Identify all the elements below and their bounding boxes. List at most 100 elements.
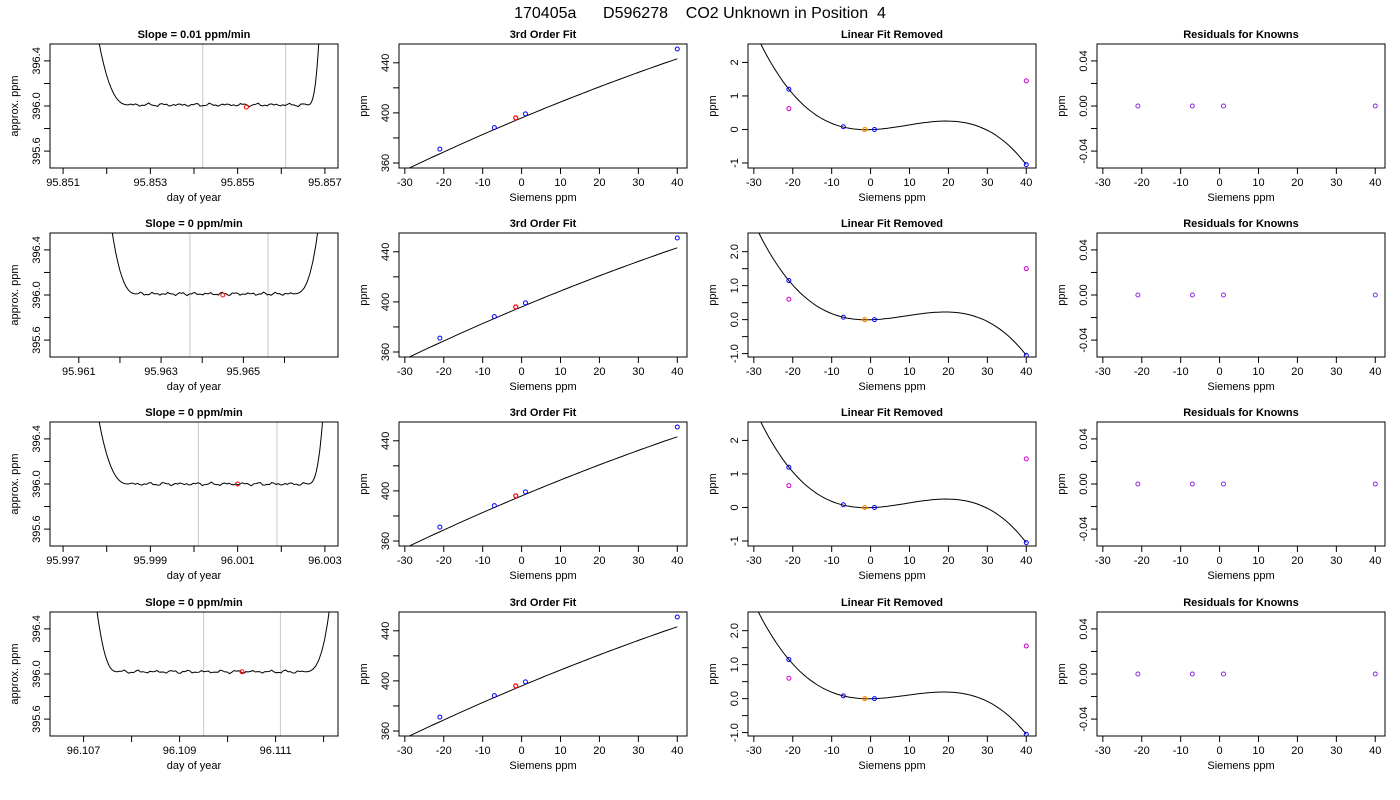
y-tick-label: -1.0 — [729, 723, 741, 742]
x-tick-label: 96.001 — [221, 555, 255, 567]
unknown-point — [513, 115, 519, 121]
y-axis-label: ppm — [1056, 284, 1068, 305]
x-tick-label: 10 — [554, 177, 566, 189]
plot-area — [408, 614, 680, 736]
x-tick-label: 20 — [942, 555, 954, 567]
panel-title: Linear Fit Removed — [841, 218, 943, 230]
x-tick-label: 95.961 — [62, 366, 96, 378]
known-point — [840, 502, 846, 508]
plot-panel: 3rd Order Fit -30 -20 -10 0 10 20 30 40 360 400 440… — [358, 407, 688, 582]
linear-residual-point — [786, 675, 792, 681]
x-axis-label: Siemens ppm — [858, 760, 925, 772]
panel-title: Slope = 0 ppm/min — [145, 597, 243, 609]
x-tick-label: 10 — [903, 366, 915, 378]
y-tick-label: 1 — [729, 471, 741, 477]
x-tick-label: 40 — [1369, 177, 1381, 189]
known-point — [674, 614, 680, 620]
y-tick-label: 2.0 — [729, 623, 741, 638]
x-tick-label: 96.109 — [163, 745, 197, 757]
known-point — [1135, 103, 1141, 109]
known-point — [437, 524, 443, 530]
known-point — [1135, 481, 1141, 487]
x-tick-label: 95.997 — [46, 555, 80, 567]
x-tick-label: 30 — [632, 366, 644, 378]
linear-residual-point — [1023, 456, 1029, 462]
y-tick-label: 395.6 — [31, 326, 43, 354]
y-axis-label: ppm — [358, 473, 370, 494]
panel-title: 3rd Order Fit — [510, 407, 577, 419]
y-tick-label: 1.0 — [729, 657, 741, 672]
x-tick-label: 30 — [981, 745, 993, 757]
x-tick-label: 10 — [903, 745, 915, 757]
x-tick-label: 10 — [1252, 745, 1264, 757]
y-tick-label: 0 — [729, 126, 741, 132]
y-tick-label: 400 — [380, 104, 392, 122]
known-point — [491, 314, 497, 320]
unknown-point — [862, 504, 868, 511]
x-tick-label: 30 — [1330, 177, 1342, 189]
y-tick-label: 0.04 — [1078, 239, 1090, 260]
x-tick-label: 0 — [1217, 555, 1223, 567]
x-tick-label: 40 — [1369, 555, 1381, 567]
unknown-point — [513, 493, 519, 499]
plot-area — [1135, 103, 1378, 109]
known-point — [1220, 671, 1226, 677]
y-tick-label: 396.0 — [31, 660, 43, 688]
x-tick-label: 0 — [519, 177, 525, 189]
x-tick-label: 95.853 — [134, 177, 168, 189]
panel-title: Residuals for Knowns — [1183, 29, 1299, 41]
x-tick-label: 30 — [981, 555, 993, 567]
x-tick-label: 40 — [671, 177, 683, 189]
known-point — [491, 125, 497, 131]
y-tick-label: 2 — [729, 437, 741, 443]
known-point — [840, 314, 846, 320]
plot-panel: 3rd Order Fit -30 -20 -10 0 10 20 30 40 360 400 440… — [358, 218, 688, 393]
y-tick-label: 400 — [380, 293, 392, 311]
x-tick-label: -20 — [436, 366, 452, 378]
linear-residual-point — [786, 483, 792, 489]
y-tick-label: 360 — [380, 343, 392, 361]
plot-panel: Linear Fit Removed -30 -20 -10 0 10 20 30 40 -1.0… — [707, 597, 1037, 772]
known-point — [840, 124, 846, 130]
known-point — [786, 657, 792, 663]
known-point — [871, 126, 877, 132]
concentration-trace — [98, 422, 324, 487]
x-tick-label: -30 — [397, 555, 413, 567]
known-point — [1372, 103, 1378, 109]
plot-frame — [747, 421, 1037, 547]
x-tick-label: -30 — [1095, 555, 1111, 567]
plot-panel: Slope = 0 ppm/min 96.107 96.109 96.111 395.6… — [9, 597, 339, 772]
known-point — [1189, 671, 1195, 677]
known-point — [1023, 352, 1029, 357]
panel-title: Linear Fit Removed — [841, 407, 943, 419]
x-tick-label: 10 — [1252, 555, 1264, 567]
chart-grid: Slope = 0.01 ppm/min 95.851 95.853 95.855 95… — [9, 29, 1386, 772]
plot-area — [96, 612, 330, 736]
plot-frame — [1096, 421, 1386, 547]
x-tick-label: -30 — [1095, 366, 1111, 378]
x-axis-label: Siemens ppm — [1207, 570, 1274, 582]
y-tick-label: 396.4 — [31, 615, 43, 643]
plot-panel: Residuals for Knowns -30 -20 -10 0 10 20 30 40 -0… — [1056, 218, 1386, 393]
known-point — [1023, 162, 1029, 168]
plot-panel: Slope = 0 ppm/min 95.997 95.999 96.001 96.00… — [9, 407, 342, 582]
y-axis-label: ppm — [1056, 663, 1068, 684]
known-point — [1189, 292, 1195, 298]
known-point — [871, 317, 877, 323]
fit-curve — [408, 247, 678, 357]
plot-frame — [398, 611, 688, 737]
x-tick-label: -10 — [824, 177, 840, 189]
panel-title: Residuals for Knowns — [1183, 407, 1299, 419]
x-tick-label: 95.965 — [227, 366, 261, 378]
x-axis-label: Siemens ppm — [858, 192, 925, 204]
x-tick-label: 0 — [1217, 177, 1223, 189]
plot-frame — [49, 421, 339, 547]
x-tick-label: -30 — [397, 177, 413, 189]
x-tick-label: -10 — [475, 177, 491, 189]
known-point — [437, 714, 443, 720]
x-tick-label: 0 — [868, 745, 874, 757]
x-tick-label: 10 — [554, 366, 566, 378]
x-tick-label: -30 — [746, 745, 762, 757]
y-tick-label: 440 — [380, 622, 392, 640]
x-tick-label: -30 — [746, 555, 762, 567]
